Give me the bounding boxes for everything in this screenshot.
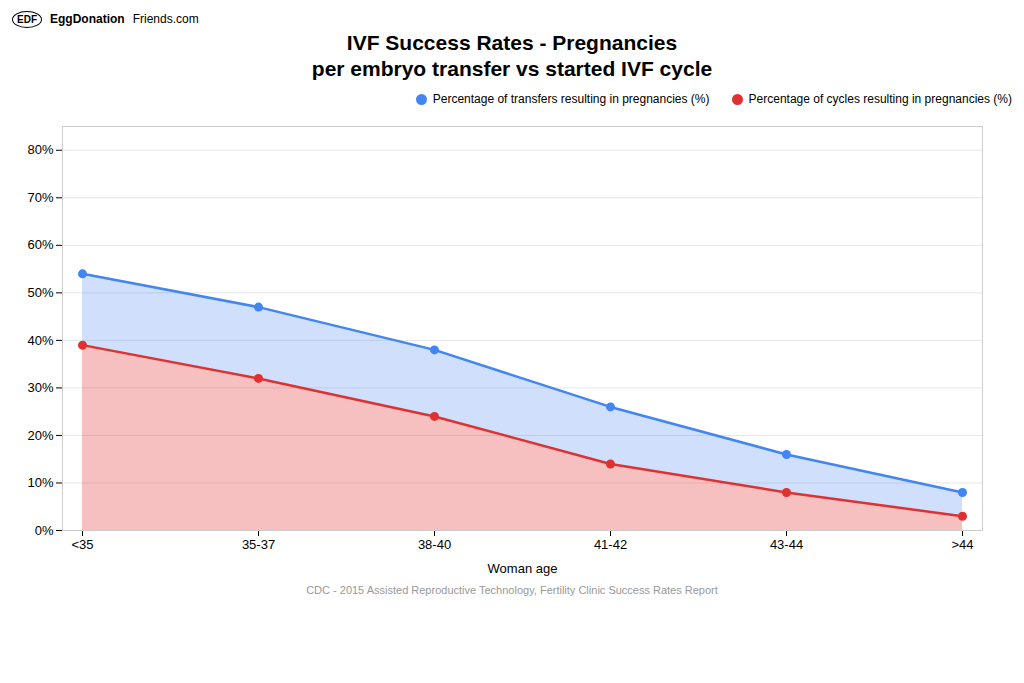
html-text:IVF Success Rates - Pregnancie: IVF Success Rates - Pregnancies [346, 31, 678, 54]
svg-text:30%: 30% [27, 380, 53, 395]
svg-text:<35: <35 [71, 537, 93, 552]
svg-text:20%: 20% [27, 428, 53, 443]
html-text:Percentage of cycles resulting: Percentage of cycles resulting in pregna… [748, 92, 1012, 106]
svg-text:>44: >44 [951, 537, 973, 552]
svg-text:35-37: 35-37 [242, 537, 275, 552]
svg-text:43-44: 43-44 [770, 537, 803, 552]
svg-text:80%: 80% [27, 142, 53, 157]
html-text:EDF: EDF [17, 13, 37, 25]
svg-text:60%: 60% [27, 237, 53, 252]
html-text:EggDonation: EggDonation [50, 12, 125, 26]
svg-text:Woman age: Woman age [488, 561, 558, 576]
svg-text:10%: 10% [27, 475, 53, 490]
svg-text:70%: 70% [27, 190, 53, 205]
html-text:per embryo transfer vs started: per embryo transfer vs started IVF cycle [311, 57, 713, 80]
html-text:CDC - 2015 Assisted Reproducti: CDC - 2015 Assisted Reproductive Technol… [306, 584, 718, 596]
svg-text:50%: 50% [27, 285, 53, 300]
html-text:Percentage of transfers result: Percentage of transfers resulting in pre… [432, 92, 710, 106]
svg-text:40%: 40% [27, 333, 53, 348]
svg-text:38-40: 38-40 [418, 537, 451, 552]
html-text:Friends.com: Friends.com [132, 12, 199, 26]
svg-text:41-42: 41-42 [594, 537, 627, 552]
svg-text:0%: 0% [35, 523, 54, 538]
